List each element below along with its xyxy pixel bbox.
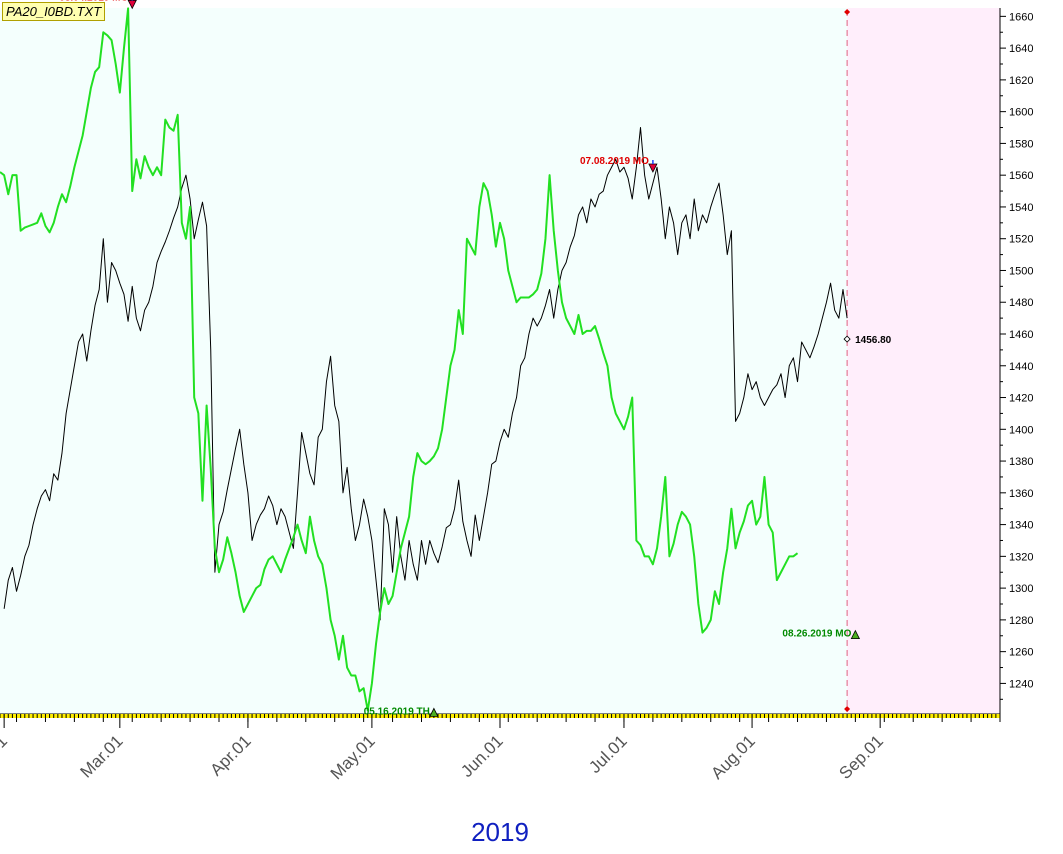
x-tick-label: May.01 <box>327 731 379 783</box>
y-tick-label: 1360 <box>1009 488 1033 500</box>
last-price-marker <box>843 335 851 343</box>
y-tick-label: 1540 <box>1009 202 1033 214</box>
trough-annotation-label: 05.16.2019 TH <box>364 706 430 717</box>
y-tick-label: 1500 <box>1009 265 1033 277</box>
y-tick-label: 1280 <box>1009 615 1033 627</box>
y-tick-label: 1400 <box>1009 424 1033 436</box>
x-tick-label: Sep.01 <box>835 731 887 783</box>
x-tick-label: Aug.01 <box>707 731 759 783</box>
y-tick-label: 1340 <box>1009 520 1033 532</box>
y-tick-label: 1640 <box>1009 43 1033 55</box>
x-tick-label: Mar.01 <box>76 731 126 781</box>
chart-title-box: PA20_I0BD.TXT <box>2 2 106 21</box>
y-tick-label: 1580 <box>1009 138 1033 150</box>
x-axis: Feb.01 Mar.01 Apr.01 May.01 Jun.01 Jul.01 Aug.… <box>0 714 887 783</box>
divider-bottom-marker <box>844 706 851 712</box>
y-tick-label: 1300 <box>1009 583 1033 595</box>
last-price-label: 1456.80 <box>855 335 892 346</box>
y-tick-label: 1440 <box>1009 361 1033 373</box>
y-tick-label: 1380 <box>1009 456 1033 468</box>
y-tick-label: 1260 <box>1009 647 1033 659</box>
x-tick-label: Jun.01 <box>457 731 507 781</box>
peak-marker <box>127 0 137 10</box>
x-tick-label: Jul.01 <box>585 731 631 777</box>
y-tick-label: 1420 <box>1009 393 1033 405</box>
y-tick-label: 1600 <box>1009 107 1033 119</box>
trough-marker <box>429 707 439 717</box>
forecast-background <box>847 8 1000 714</box>
y-tick-label: 1560 <box>1009 170 1033 182</box>
series-layer <box>0 7 848 712</box>
y-axis: 1240 1260 1280 1300 1320 1340 1360 1380 1400 1420… <box>1000 11 1033 700</box>
y-tick-label: 1480 <box>1009 297 1033 309</box>
forecast-series-line <box>0 7 799 712</box>
divider-top-marker <box>844 9 851 15</box>
y-tick-label: 1660 <box>1009 11 1033 23</box>
peak-annotation-label: 03.04.2019 MO <box>59 0 128 3</box>
y-tick-label: 1240 <box>1009 678 1033 690</box>
chart-title: PA20_I0BD.TXT <box>6 4 102 19</box>
x-tick-label: Feb.01 <box>0 731 11 782</box>
trough-marker <box>850 629 861 639</box>
y-tick-label: 1620 <box>1009 75 1033 87</box>
x-tick-label: Apr.01 <box>207 731 255 779</box>
y-tick-label: 1520 <box>1009 234 1033 246</box>
y-tick-label: 1460 <box>1009 329 1033 341</box>
price-series-line <box>3 127 848 621</box>
y-tick-label: 1320 <box>1009 551 1033 563</box>
trough-annotation-label: 08.26.2019 MO <box>782 629 851 640</box>
history-background <box>0 8 848 714</box>
annotation-layer: 03.04.2019 MO 07.08.2019 MO 05.16.2019 TH 0… <box>59 0 892 717</box>
peak-annotation-label: 07.08.2019 MO <box>580 156 649 167</box>
year-label: 2019 <box>471 817 529 847</box>
